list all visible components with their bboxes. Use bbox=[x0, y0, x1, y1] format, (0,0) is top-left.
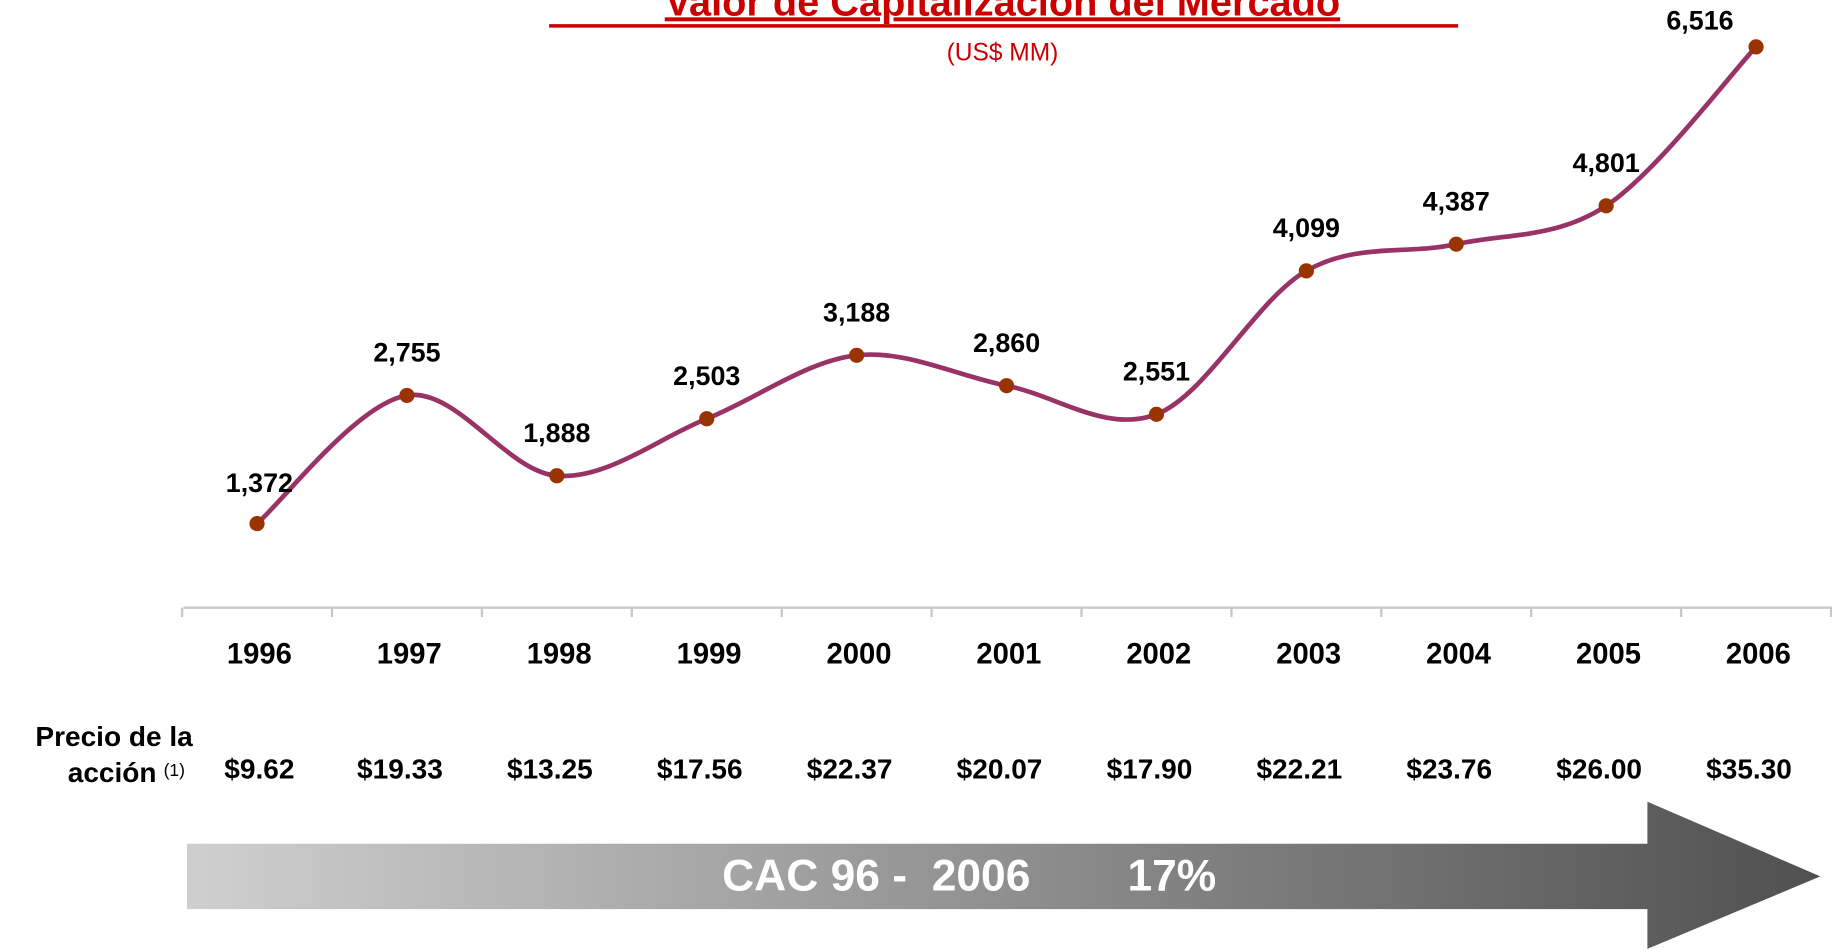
marker bbox=[1148, 406, 1165, 422]
price-value: $26.00 bbox=[1556, 754, 1642, 785]
marker bbox=[849, 347, 865, 363]
price-value: $23.76 bbox=[1406, 754, 1492, 785]
data-label: 1,372 bbox=[226, 468, 293, 498]
price-value: $22.21 bbox=[1256, 754, 1342, 785]
data-label: 2,551 bbox=[1123, 357, 1190, 387]
data-label: 3,188 bbox=[823, 297, 890, 327]
marker bbox=[549, 468, 565, 484]
growth-arrow bbox=[186, 801, 1821, 949]
x-tick-label: 2004 bbox=[1426, 638, 1492, 670]
x-tick-label: 2003 bbox=[1276, 638, 1341, 670]
marker bbox=[998, 378, 1015, 394]
data-label: 4,387 bbox=[1423, 186, 1490, 216]
marker bbox=[399, 387, 415, 404]
data-label: 6,516 bbox=[1666, 5, 1733, 35]
price-value: $19.33 bbox=[357, 754, 443, 785]
x-tick-label: 2006 bbox=[1726, 638, 1791, 670]
data-label: 1,888 bbox=[523, 418, 590, 448]
marker bbox=[1448, 236, 1464, 252]
data-label: 4,801 bbox=[1573, 148, 1640, 178]
x-tick-label: 2002 bbox=[1126, 638, 1191, 670]
x-tick-label: 2001 bbox=[976, 638, 1041, 670]
price-value: $35.30 bbox=[1706, 754, 1792, 785]
marker bbox=[1298, 263, 1314, 279]
x-tick-label: 1996 bbox=[227, 638, 292, 670]
x-tick-label: 1999 bbox=[677, 638, 742, 670]
price-label: acción bbox=[68, 757, 157, 788]
x-tick-label: 2000 bbox=[827, 638, 892, 670]
data-label: 2,755 bbox=[373, 338, 440, 368]
price-label: Precio de la bbox=[35, 721, 193, 752]
price-value: $22.37 bbox=[807, 754, 893, 785]
marker bbox=[1598, 198, 1614, 214]
marker bbox=[699, 411, 715, 427]
x-tick-label: 1997 bbox=[377, 638, 442, 670]
chart-title: Valor de Capitalización del Mercado bbox=[665, 0, 1340, 24]
x-tick-label: 1998 bbox=[527, 638, 592, 670]
price-value: $13.25 bbox=[507, 754, 593, 785]
marker bbox=[249, 515, 265, 532]
price-value: $17.90 bbox=[1107, 754, 1193, 785]
marker bbox=[1748, 39, 1764, 55]
x-tick-label: 2005 bbox=[1576, 638, 1641, 670]
arrow-rate: 17% bbox=[1127, 851, 1216, 900]
data-label: 2,860 bbox=[973, 328, 1040, 358]
data-label: 4,099 bbox=[1273, 213, 1340, 243]
chart-subtitle: (US$ MM) bbox=[947, 39, 1059, 66]
price-note: (1) bbox=[164, 760, 185, 780]
data-label: 2,503 bbox=[673, 361, 740, 391]
price-value: $20.07 bbox=[957, 754, 1043, 785]
price-value: $17.56 bbox=[657, 754, 743, 785]
arrow-period: CAC 96 - 2006 bbox=[722, 851, 1030, 900]
line bbox=[255, 45, 1758, 526]
price-value: $9.62 bbox=[224, 754, 294, 785]
